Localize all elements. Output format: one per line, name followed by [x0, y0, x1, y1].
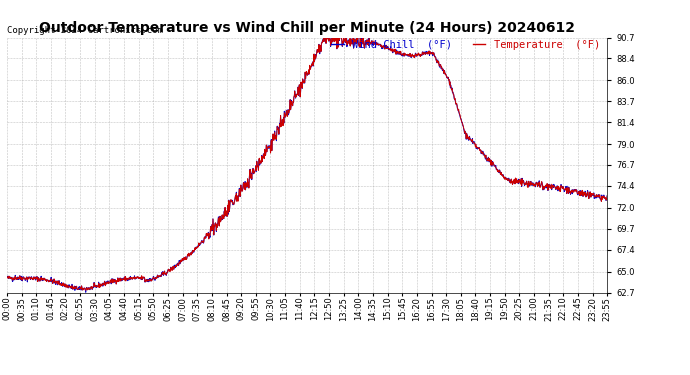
Legend: Wind Chill  (°F), Temperature  (°F): Wind Chill (°F), Temperature (°F)	[329, 38, 602, 52]
Text: Copyright 2024 Cartronics.com: Copyright 2024 Cartronics.com	[7, 26, 163, 35]
Title: Outdoor Temperature vs Wind Chill per Minute (24 Hours) 20240612: Outdoor Temperature vs Wind Chill per Mi…	[39, 21, 575, 35]
